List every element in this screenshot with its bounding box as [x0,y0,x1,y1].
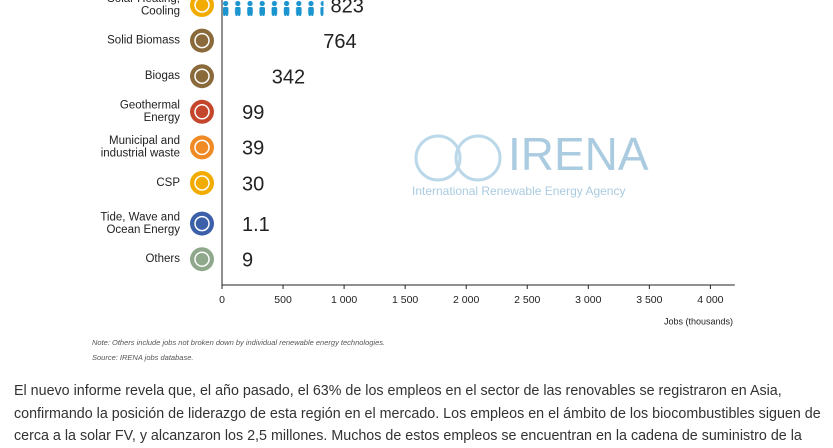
value-label: 1.1 [242,214,270,236]
x-tick-label: 3 500 [636,294,662,306]
category-label: Energy [144,112,181,124]
bar [223,172,227,194]
category-icon [190,0,214,17]
category-label: Biogas [145,70,180,82]
value-label: 99 [242,102,264,124]
category-icon [190,135,214,159]
category-icon [190,64,214,88]
value-label: 823 [330,0,363,17]
x-tick-label: 2 000 [453,294,479,306]
watermark-subtitle: International Renewable Energy Agency [412,184,625,198]
category-label: Tide, Wave and [100,211,180,223]
value-label: 342 [272,66,305,88]
category-label: Cooling [141,5,180,17]
value-label: 30 [242,173,264,195]
bar [223,136,228,158]
watermark-name: IRENA [508,128,649,180]
x-tick-label: 1 000 [331,294,357,306]
category-label: Solar Heating, [107,0,180,5]
category-label: CSP [156,177,180,189]
value-label: 39 [242,138,264,160]
x-tick-label: 0 [219,294,225,306]
note: Note: Others include jobs not broken dow… [92,338,385,347]
x-tick-label: 2 500 [514,294,540,306]
bar [223,0,323,16]
category-label: Ocean Energy [106,224,180,236]
x-axis-label: Jobs (thousands) [664,316,733,326]
x-tick-label: 500 [274,294,292,306]
category-label: Municipal and [109,135,180,147]
bar [223,65,265,87]
article-paragraph: El nuevo informe revela que, el año pasa… [14,380,826,448]
bar [223,248,224,270]
category-icon [190,29,214,53]
category-icon [190,212,214,236]
bar [223,30,316,52]
value-label: 764 [323,31,356,53]
value-label: 9 [242,249,253,271]
category-label: Geothermal [120,100,180,112]
watermark-logo [416,136,500,180]
category-icon [190,100,214,124]
x-tick-label: 4 000 [697,294,723,306]
category-label: Others [145,253,180,265]
category-icon [190,171,214,195]
source: Source: IRENA jobs database. [92,353,193,362]
x-tick-label: 1 500 [392,294,418,306]
bar [223,101,235,123]
category-icon [190,247,214,271]
chart: IRENA International Renewable Energy Age… [0,0,833,375]
category-label: industrial waste [101,148,180,160]
x-tick-label: 3 000 [575,294,601,306]
category-label: Solid Biomass [107,35,180,47]
